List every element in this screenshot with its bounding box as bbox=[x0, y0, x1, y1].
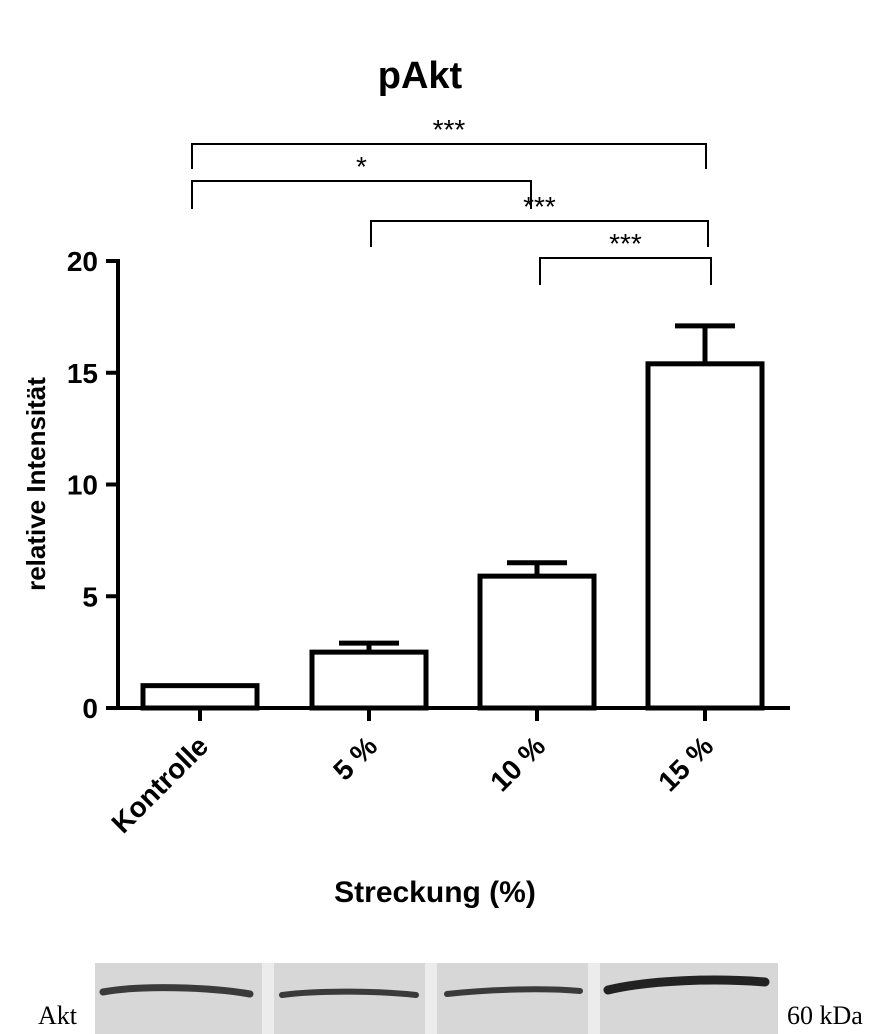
significance-bracket bbox=[370, 220, 709, 247]
blot-band bbox=[444, 986, 583, 997]
significance-bracket bbox=[191, 180, 532, 209]
blot-right-label: 60 kDa bbox=[787, 1001, 863, 1030]
significance-label: *** bbox=[523, 191, 556, 222]
y-tick-label: 10 bbox=[67, 470, 98, 501]
blot-band bbox=[603, 975, 770, 995]
x-tick-label: 5 % bbox=[327, 730, 383, 786]
significance-bracket bbox=[191, 143, 707, 169]
significance-label: * bbox=[356, 151, 367, 182]
significance-label: *** bbox=[433, 114, 466, 145]
blot-band bbox=[279, 988, 419, 998]
x-tick-label: Kontrolle bbox=[105, 730, 214, 839]
y-tick-label: 20 bbox=[67, 246, 98, 277]
significance-label: *** bbox=[609, 228, 642, 259]
blot-lane-divider bbox=[425, 963, 437, 1034]
x-tick-label: 15 % bbox=[652, 730, 719, 797]
y-axis-label: relative Intensität bbox=[21, 377, 51, 591]
blot-band bbox=[99, 984, 254, 998]
y-tick-label: 15 bbox=[67, 358, 98, 389]
bar bbox=[645, 361, 765, 711]
bar bbox=[309, 649, 429, 711]
y-tick-label: 5 bbox=[82, 581, 98, 612]
plot-area: 0 5 10 15 20 Kontrolle 5 % 10 % 15 % bbox=[67, 246, 790, 839]
x-tick-label: 10 % bbox=[484, 730, 551, 797]
blot-left-label: Akt bbox=[38, 1001, 78, 1030]
significance-brackets: ********** bbox=[191, 114, 712, 285]
bar bbox=[477, 573, 597, 711]
significance-bracket bbox=[539, 257, 712, 285]
y-tick-label: 0 bbox=[82, 693, 98, 724]
blot-lane-divider bbox=[262, 963, 274, 1034]
western-blot: Akt 60 kDa bbox=[38, 963, 863, 1034]
blot-lane-divider bbox=[588, 963, 600, 1034]
x-axis-label: Streckung (%) bbox=[334, 876, 536, 909]
bar bbox=[140, 683, 260, 711]
chart-title: pAkt bbox=[378, 55, 463, 97]
